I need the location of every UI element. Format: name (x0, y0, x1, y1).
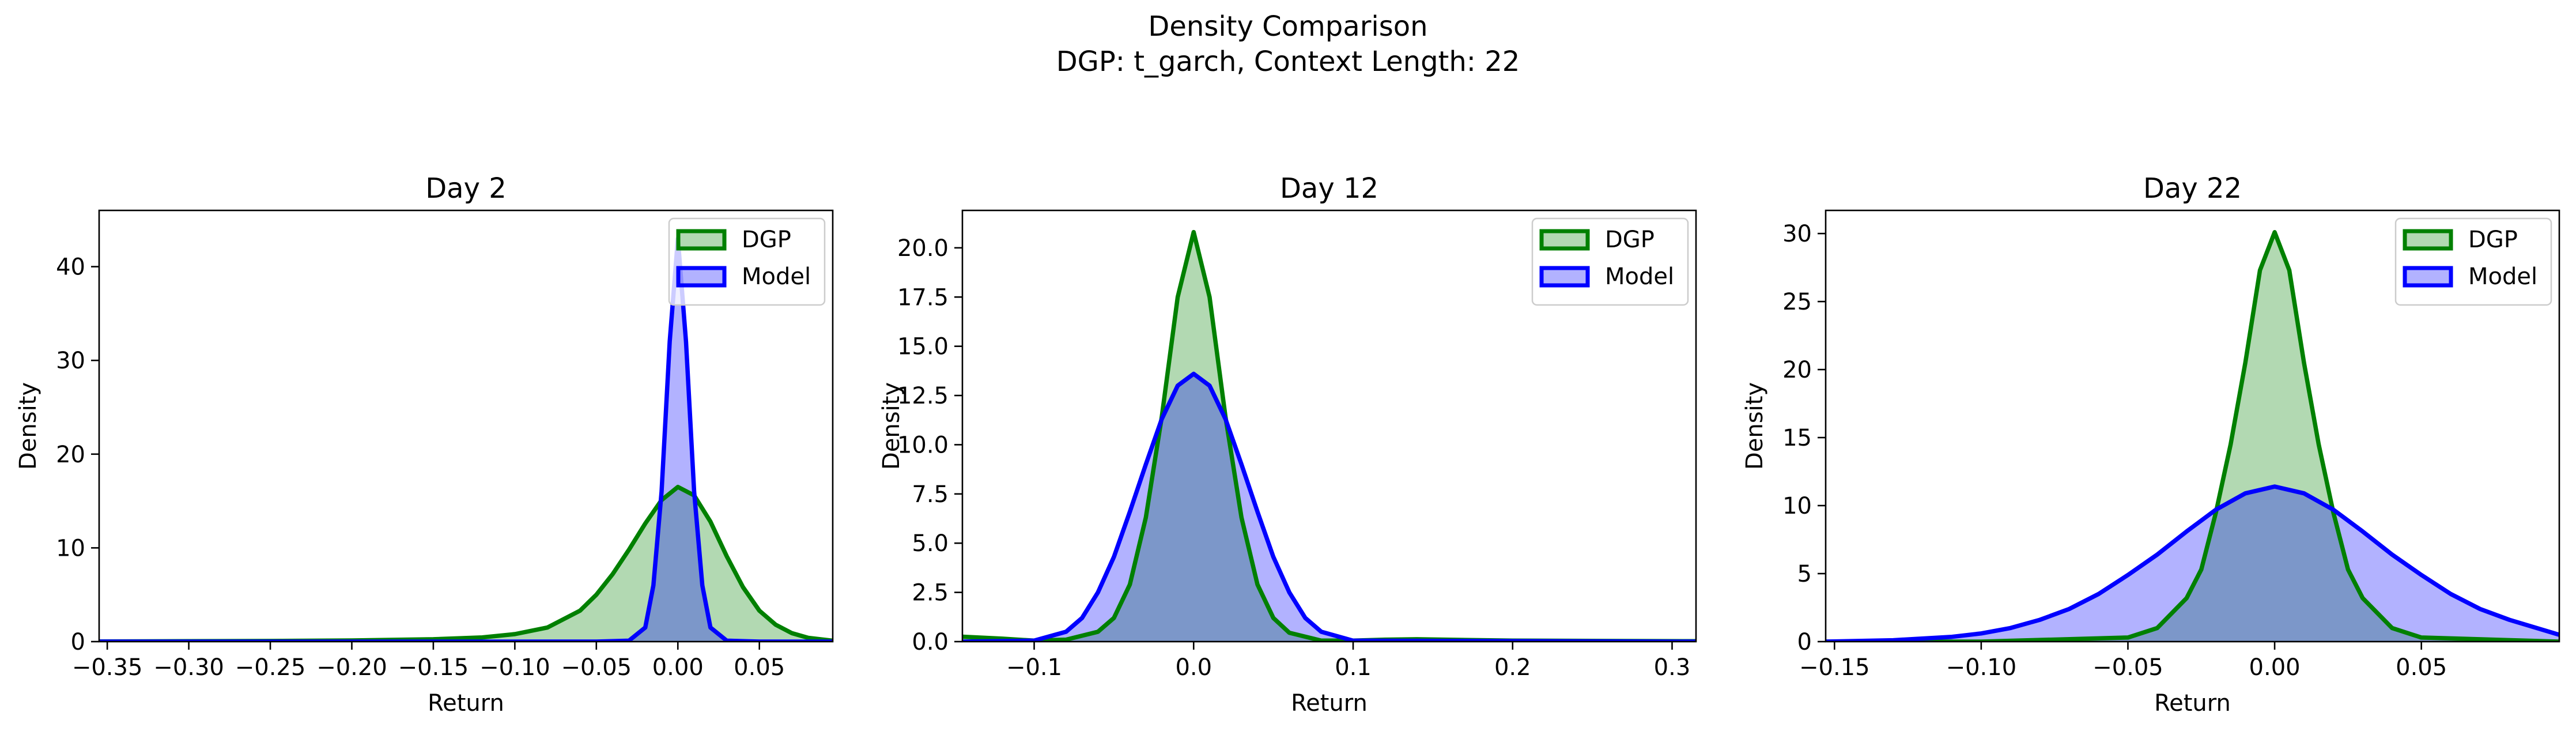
chart-0-axes-frame (98, 209, 834, 643)
chart-0-xtick-label: −0.10 (479, 654, 550, 681)
chart-0-ytick-label: 10 (56, 535, 85, 561)
chart-0-xtick-label: 0.00 (652, 654, 704, 681)
chart-1-ylabel: Density (878, 382, 905, 470)
chart-0-dgp-area (99, 487, 833, 642)
chart-2-model-area (1826, 487, 2559, 642)
chart-0-ylabel: Density (15, 382, 41, 470)
chart-1-legend-swatch-dgp (1539, 229, 1590, 251)
chart-2-legend: DGP Model (2394, 217, 2552, 306)
chart-2-legend-swatch-dgp (2403, 229, 2453, 251)
chart-1-ytick-label: 5.0 (912, 530, 949, 557)
chart-2-title: Day 22 (2143, 172, 2242, 205)
chart-1-xlabel: Return (1291, 690, 1368, 717)
chart-1-ytick-label: 15.0 (897, 334, 949, 360)
chart-0-ytick-label: 40 (56, 254, 85, 281)
chart-1-model-area (962, 374, 1696, 642)
chart-1-ytick-label: 7.5 (912, 481, 949, 508)
chart-1-title: Day 12 (1280, 172, 1378, 205)
chart-0-xlabel: Return (428, 690, 504, 717)
chart-1-xtick-label: 0.3 (1654, 654, 1691, 681)
chart-0-xtick-label: −0.20 (316, 654, 387, 681)
subplot-day-22: −0.15 −0.10 −0.05 0.00 0.05 0 5 10 15 20 25 30 Day 2… (1742, 172, 2560, 717)
chart-1-dgp-area (962, 232, 1696, 642)
chart-0-ytick-label: 20 (56, 442, 85, 468)
chart-0-xtick-label: −0.05 (561, 654, 632, 681)
chart-2-legend-swatch-model (2403, 266, 2453, 288)
chart-0-xtick-label: 0.05 (734, 654, 785, 681)
chart-1-ytick-label: 17.5 (897, 284, 949, 311)
chart-0-legend-label-model: Model (742, 263, 811, 290)
chart-1-xtick-label: 0.1 (1335, 654, 1372, 681)
chart-2-ytick-label: 25 (1782, 289, 1812, 315)
chart-2-ytick-label: 30 (1782, 221, 1812, 247)
chart-2-ytick-label: 15 (1782, 425, 1812, 451)
chart-2-xlabel: Return (2154, 690, 2231, 717)
chart-1-ytick-label: 12.5 (897, 383, 949, 409)
chart-0-legend-swatch-model (676, 266, 727, 288)
chart-1-plot-area (962, 229, 1696, 642)
chart-0-model-area (99, 238, 833, 642)
chart-2-xtick-label: −0.15 (1799, 654, 1870, 681)
chart-2-axes-frame (1825, 209, 2560, 643)
chart-2-ytick-label: 10 (1782, 493, 1812, 519)
chart-0-legend-label-dgp: DGP (742, 227, 791, 253)
chart-0-legend-swatch-dgp (676, 229, 727, 251)
chart-1-ytick-label: 20.0 (897, 235, 949, 262)
chart-1-legend-swatch-model (1539, 266, 1590, 288)
chart-0-xtick-label: −0.35 (72, 654, 143, 681)
chart-1-xtick-label: 0.0 (1175, 654, 1212, 681)
chart-1-axes-frame (961, 209, 1697, 643)
chart-1-legend-label-dgp: DGP (1605, 227, 1655, 253)
suptitle-line-1: Density Comparison (1148, 10, 1427, 43)
chart-2-dgp-line (1826, 230, 2559, 642)
chart-2-legend-label-dgp: DGP (2468, 227, 2518, 253)
chart-2-ytick-label: 20 (1782, 357, 1812, 383)
chart-0-xtick-label: −0.25 (235, 654, 306, 681)
chart-2-xtick-label: −0.05 (2092, 654, 2163, 681)
chart-1-legend-label-model: Model (1605, 263, 1674, 290)
chart-1-ytick-label: 10.0 (897, 432, 949, 458)
chart-2-plot-area (1826, 230, 2559, 642)
chart-1-legend: DGP Model (1531, 217, 1689, 306)
chart-2-xtick-label: 0.05 (2396, 654, 2447, 681)
chart-0-xtick-label: −0.30 (153, 654, 224, 681)
chart-0-ytick-label: 0 (71, 629, 85, 655)
chart-0-legend: DGP Model (668, 217, 826, 306)
chart-0-title: Day 2 (425, 172, 507, 205)
chart-1-ytick-label: 0.0 (912, 629, 949, 655)
chart-2-ytick-label: 5 (1797, 561, 1812, 587)
chart-1-model-line (962, 371, 1696, 642)
chart-0-xtick-label: −0.15 (398, 654, 469, 681)
chart-2-ylabel: Density (1742, 382, 1768, 470)
chart-2-ytick-label: 0 (1797, 629, 1812, 655)
chart-2-xtick-label: 0.00 (2249, 654, 2301, 681)
suptitle-line-2: DGP: t_garch, Context Length: 22 (1056, 46, 1520, 78)
chart-2-legend-label-model: Model (2468, 263, 2537, 290)
chart-1-xtick-label: −0.1 (1006, 654, 1062, 681)
chart-2-xtick-label: −0.10 (1946, 654, 2017, 681)
chart-1-xtick-label: 0.2 (1494, 654, 1531, 681)
chart-0-ytick-label: 30 (56, 348, 85, 374)
chart-2-model-line (1826, 484, 2559, 642)
chart-1-ytick-label: 2.5 (912, 580, 949, 606)
subplot-day-12: −0.1 0.0 0.1 0.2 0.3 0.0 2.5 5.0 7.5 10.0 12.5 15.0… (878, 172, 1697, 717)
subplot-day-2: −0.35 −0.30 −0.25 −0.20 −0.15 −0.10 −0.05 0.00 0… (15, 172, 834, 717)
